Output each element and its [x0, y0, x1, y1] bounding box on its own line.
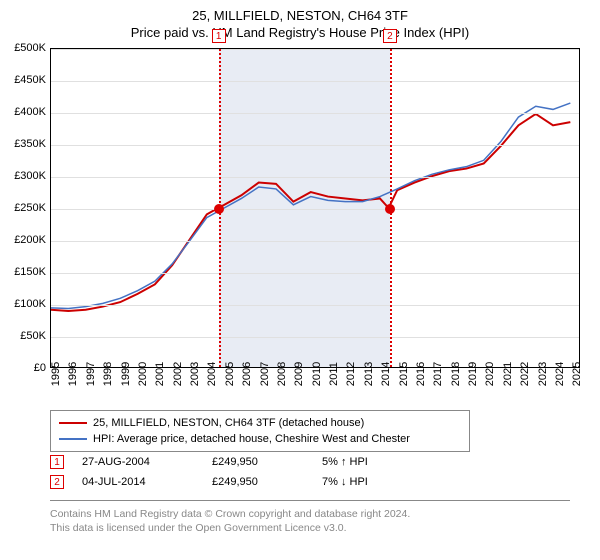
- sale-row-delta: 5% ↑ HPI: [322, 456, 442, 468]
- legend-item: 25, MILLFIELD, NESTON, CH64 3TF (detache…: [59, 415, 461, 431]
- gridline-h: [51, 113, 579, 114]
- sale-row-price: £249,950: [212, 456, 322, 468]
- x-axis-label: 2019: [467, 362, 479, 386]
- footer-line-1: Contains HM Land Registry data © Crown c…: [50, 507, 570, 521]
- x-axis-label: 2010: [311, 362, 323, 386]
- gridline-h: [51, 305, 579, 306]
- line-series-svg: [51, 49, 579, 367]
- x-axis-label: 1998: [102, 362, 114, 386]
- x-axis-label: 2007: [259, 362, 271, 386]
- chart-title: 25, MILLFIELD, NESTON, CH64 3TF: [0, 8, 600, 23]
- legend-box: 25, MILLFIELD, NESTON, CH64 3TF (detache…: [50, 410, 470, 452]
- y-axis-label: £150K: [14, 266, 46, 278]
- x-axis-label: 2006: [241, 362, 253, 386]
- y-axis-label: £250K: [14, 202, 46, 214]
- x-axis-label: 2005: [224, 362, 236, 386]
- sale-row: 1 27-AUG-2004£249,9505% ↑ HPI: [50, 452, 442, 472]
- x-axis-label: 2009: [293, 362, 305, 386]
- x-axis-label: 2000: [137, 362, 149, 386]
- gridline-h: [51, 337, 579, 338]
- x-axis-label: 2020: [484, 362, 496, 386]
- footer-attribution: Contains HM Land Registry data © Crown c…: [50, 500, 570, 535]
- x-axis-label: 2017: [432, 362, 444, 386]
- x-axis-label: 2021: [502, 362, 514, 386]
- sale-row-date: 27-AUG-2004: [82, 456, 212, 468]
- legend-label: HPI: Average price, detached house, Ches…: [93, 433, 410, 445]
- x-axis-label: 2008: [276, 362, 288, 386]
- legend-swatch: [59, 422, 87, 424]
- y-axis-label: £500K: [14, 42, 46, 54]
- x-axis-label: 2022: [519, 362, 531, 386]
- legend-item: HPI: Average price, detached house, Ches…: [59, 431, 461, 447]
- x-axis-label: 1995: [50, 362, 62, 386]
- legend-label: 25, MILLFIELD, NESTON, CH64 3TF (detache…: [93, 417, 364, 429]
- gridline-h: [51, 145, 579, 146]
- chart-subtitle: Price paid vs. HM Land Registry's House …: [0, 25, 600, 40]
- x-axis-label: 2001: [154, 362, 166, 386]
- sale-marker-badge: 2: [383, 29, 397, 43]
- x-axis-label: 2003: [189, 362, 201, 386]
- x-axis-label: 2015: [398, 362, 410, 386]
- x-axis-label: 2018: [450, 362, 462, 386]
- y-axis-label: £50K: [20, 330, 46, 342]
- sale-row: 2 04-JUL-2014£249,9507% ↓ HPI: [50, 472, 442, 492]
- y-axis-label: £200K: [14, 234, 46, 246]
- x-axis-label: 1996: [67, 362, 79, 386]
- gridline-h: [51, 81, 579, 82]
- series-property: [51, 114, 570, 311]
- x-axis-label: 2002: [172, 362, 184, 386]
- x-axis-label: 1997: [85, 362, 97, 386]
- y-axis-label: £350K: [14, 138, 46, 150]
- sale-row-price: £249,950: [212, 476, 322, 488]
- x-axis-label: 2023: [537, 362, 549, 386]
- legend-swatch: [59, 438, 87, 440]
- x-axis-label: 1999: [120, 362, 132, 386]
- sale-row-badge: 2: [50, 475, 64, 489]
- title-block: 25, MILLFIELD, NESTON, CH64 3TF Price pa…: [0, 0, 600, 40]
- gridline-h: [51, 49, 579, 50]
- x-axis-label: 2013: [363, 362, 375, 386]
- sale-marker-dot: [385, 204, 395, 214]
- x-axis-label: 2024: [554, 362, 566, 386]
- sale-row-date: 04-JUL-2014: [82, 476, 212, 488]
- y-axis-label: £0: [34, 362, 46, 374]
- gridline-h: [51, 177, 579, 178]
- sale-marker-dot: [214, 204, 224, 214]
- y-axis-label: £100K: [14, 298, 46, 310]
- chart-area: 12 £0£50K£100K£150K£200K£250K£300K£350K£…: [50, 48, 580, 403]
- gridline-h: [51, 273, 579, 274]
- x-axis-label: 2016: [415, 362, 427, 386]
- sale-row-badge: 1: [50, 455, 64, 469]
- gridline-h: [51, 241, 579, 242]
- x-axis-label: 2012: [345, 362, 357, 386]
- x-axis-label: 2025: [571, 362, 583, 386]
- sale-row-delta: 7% ↓ HPI: [322, 476, 442, 488]
- y-axis-label: £300K: [14, 170, 46, 182]
- y-axis-label: £450K: [14, 74, 46, 86]
- x-axis-label: 2011: [328, 362, 340, 386]
- y-axis-label: £400K: [14, 106, 46, 118]
- x-axis-label: 2004: [206, 362, 218, 386]
- gridline-h: [51, 209, 579, 210]
- sales-table: 1 27-AUG-2004£249,9505% ↑ HPI 2 04-JUL-2014…: [50, 452, 442, 492]
- footer-line-2: This data is licensed under the Open Gov…: [50, 521, 570, 535]
- series-hpi: [51, 103, 570, 308]
- plot-region: 12: [50, 48, 580, 368]
- sale-marker-badge: 1: [212, 29, 226, 43]
- x-axis-label: 2014: [380, 362, 392, 386]
- chart-container: 25, MILLFIELD, NESTON, CH64 3TF Price pa…: [0, 0, 600, 560]
